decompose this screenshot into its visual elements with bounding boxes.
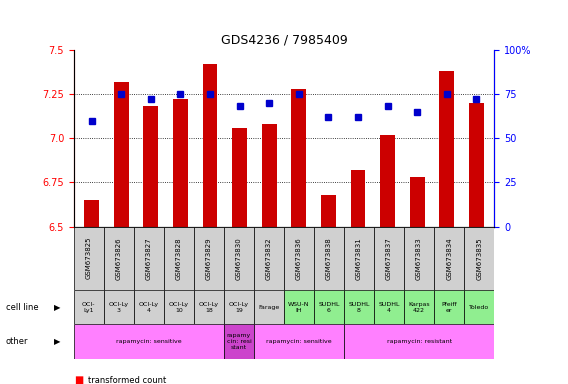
Bar bbox=[254, 227, 284, 290]
Text: SUDHL
8: SUDHL 8 bbox=[348, 302, 370, 313]
Text: GSM673826: GSM673826 bbox=[116, 237, 122, 280]
Bar bbox=[114, 82, 128, 227]
Bar bbox=[194, 290, 224, 324]
Text: OCI-Ly
3: OCI-Ly 3 bbox=[109, 302, 129, 313]
Text: OCI-Ly
10: OCI-Ly 10 bbox=[169, 302, 189, 313]
Text: GSM673832: GSM673832 bbox=[266, 237, 272, 280]
Bar bbox=[440, 71, 454, 227]
Text: Pfeiff
er: Pfeiff er bbox=[441, 302, 457, 313]
Text: GSM673831: GSM673831 bbox=[356, 237, 362, 280]
Bar bbox=[104, 227, 134, 290]
Bar bbox=[74, 324, 224, 359]
Text: GSM673828: GSM673828 bbox=[176, 237, 182, 280]
Bar bbox=[434, 227, 464, 290]
Text: GSM673827: GSM673827 bbox=[146, 237, 152, 280]
Text: WSU-N
IH: WSU-N IH bbox=[289, 302, 310, 313]
Text: Farage: Farage bbox=[258, 305, 279, 310]
Bar bbox=[380, 135, 395, 227]
Bar bbox=[344, 290, 374, 324]
Text: Toledo: Toledo bbox=[469, 305, 489, 310]
Text: rapamycin: sensitive: rapamycin: sensitive bbox=[116, 339, 182, 344]
Text: GSM673829: GSM673829 bbox=[206, 237, 212, 280]
Text: GDS4236 / 7985409: GDS4236 / 7985409 bbox=[220, 33, 348, 46]
Text: SUDHL
4: SUDHL 4 bbox=[378, 302, 400, 313]
Text: GSM673838: GSM673838 bbox=[326, 237, 332, 280]
Bar bbox=[254, 290, 284, 324]
Bar bbox=[374, 290, 404, 324]
Bar bbox=[291, 89, 306, 227]
Text: other: other bbox=[6, 337, 28, 346]
Bar bbox=[134, 227, 164, 290]
Bar bbox=[374, 227, 404, 290]
Bar bbox=[84, 200, 99, 227]
Bar bbox=[404, 290, 434, 324]
Bar bbox=[284, 290, 314, 324]
Bar bbox=[143, 106, 158, 227]
Text: Karpas
422: Karpas 422 bbox=[408, 302, 430, 313]
Bar bbox=[194, 227, 224, 290]
Bar bbox=[254, 324, 344, 359]
Bar bbox=[321, 195, 336, 227]
Text: SUDHL
6: SUDHL 6 bbox=[318, 302, 340, 313]
Bar bbox=[434, 290, 464, 324]
Bar bbox=[74, 290, 104, 324]
Text: rapamycin: resistant: rapamycin: resistant bbox=[387, 339, 452, 344]
Bar bbox=[224, 290, 254, 324]
Bar bbox=[104, 290, 134, 324]
Text: GSM673835: GSM673835 bbox=[476, 237, 482, 280]
Bar bbox=[164, 290, 194, 324]
Text: GSM673836: GSM673836 bbox=[296, 237, 302, 280]
Bar bbox=[350, 170, 365, 227]
Bar bbox=[464, 290, 494, 324]
Bar bbox=[469, 103, 484, 227]
Text: ▶: ▶ bbox=[53, 303, 60, 312]
Text: GSM673834: GSM673834 bbox=[446, 237, 452, 280]
Bar bbox=[74, 227, 104, 290]
Bar bbox=[284, 227, 314, 290]
Text: ■: ■ bbox=[74, 375, 83, 384]
Bar bbox=[410, 177, 425, 227]
Bar bbox=[344, 227, 374, 290]
Bar bbox=[344, 324, 494, 359]
Bar bbox=[314, 290, 344, 324]
Text: OCI-Ly
18: OCI-Ly 18 bbox=[199, 302, 219, 313]
Bar bbox=[134, 290, 164, 324]
Text: GSM673837: GSM673837 bbox=[386, 237, 392, 280]
Text: transformed count: transformed count bbox=[88, 376, 166, 384]
Bar bbox=[232, 127, 247, 227]
Text: cell line: cell line bbox=[6, 303, 38, 312]
Bar bbox=[173, 99, 188, 227]
Text: GSM673825: GSM673825 bbox=[86, 237, 92, 280]
Bar bbox=[224, 324, 254, 359]
Text: OCI-
Ly1: OCI- Ly1 bbox=[82, 302, 95, 313]
Text: ▶: ▶ bbox=[53, 337, 60, 346]
Bar bbox=[203, 64, 218, 227]
Text: OCI-Ly
19: OCI-Ly 19 bbox=[229, 302, 249, 313]
Text: GSM673830: GSM673830 bbox=[236, 237, 242, 280]
Bar bbox=[224, 227, 254, 290]
Text: OCI-Ly
4: OCI-Ly 4 bbox=[139, 302, 159, 313]
Bar bbox=[164, 227, 194, 290]
Bar bbox=[314, 227, 344, 290]
Text: GSM673833: GSM673833 bbox=[416, 237, 422, 280]
Text: rapamycin: sensitive: rapamycin: sensitive bbox=[266, 339, 332, 344]
Text: rapamy
cin: resi
stant: rapamy cin: resi stant bbox=[227, 333, 252, 350]
Bar bbox=[464, 227, 494, 290]
Bar bbox=[262, 124, 277, 227]
Bar bbox=[404, 227, 434, 290]
